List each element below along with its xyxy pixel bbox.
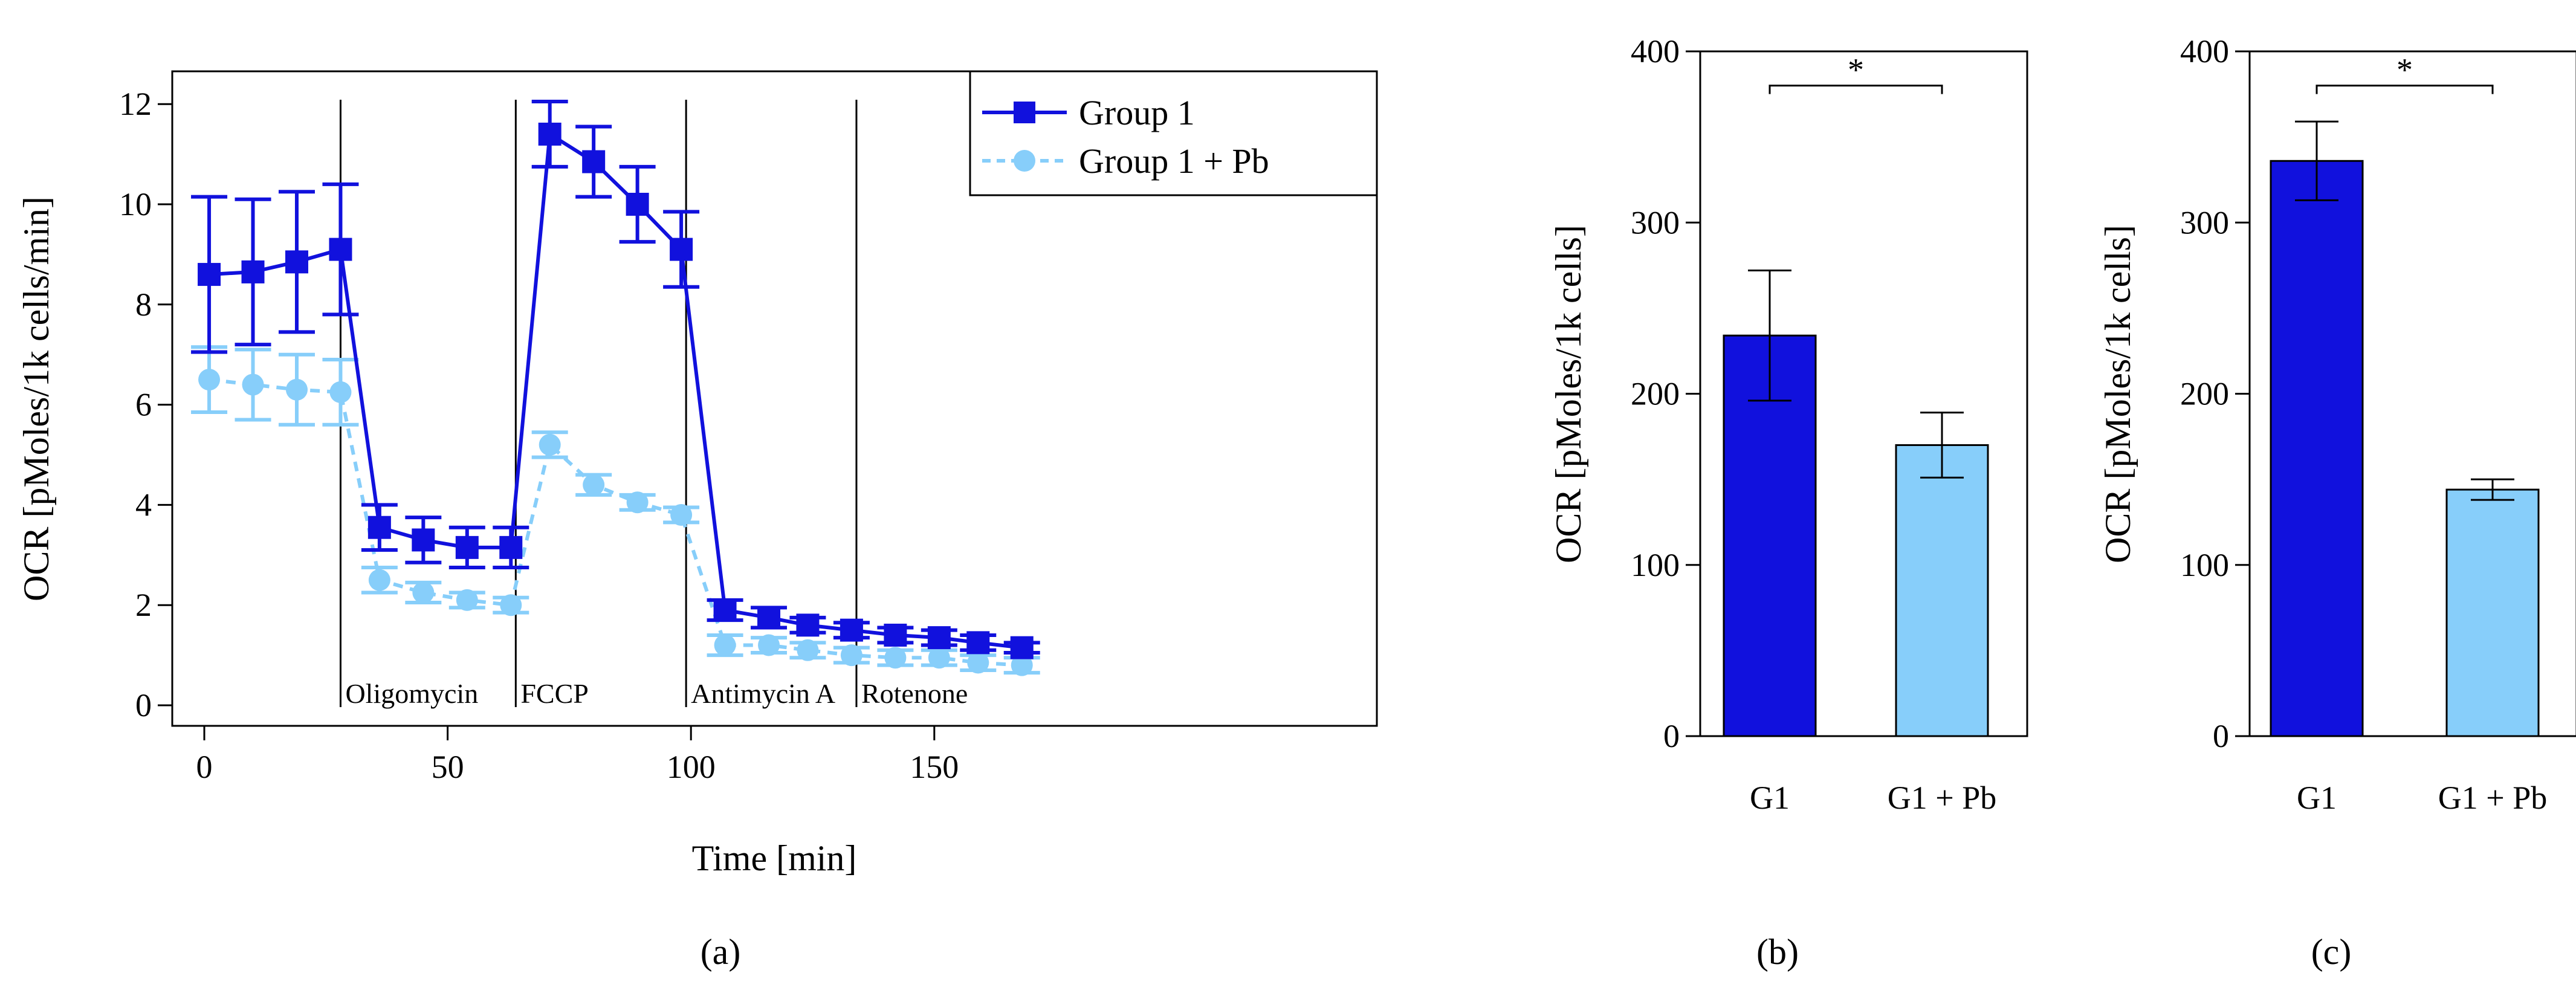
bar xyxy=(2445,488,2540,737)
data-point xyxy=(412,581,435,604)
x-axis-label-a: Time [min] xyxy=(692,838,857,878)
y-tick-label: 400 xyxy=(2180,33,2229,70)
data-point xyxy=(582,150,606,173)
data-point xyxy=(626,193,649,216)
data-point xyxy=(500,594,522,616)
y-tick-label-a: 10 xyxy=(119,186,152,222)
data-point xyxy=(758,634,780,656)
y-axis-label-a: OCR [pMoles/1k cells/min] xyxy=(16,196,56,601)
data-point xyxy=(626,491,649,514)
data-point xyxy=(884,623,907,647)
x-tick-label-a: 50 xyxy=(432,749,464,785)
data-point xyxy=(928,647,950,669)
y-tick-label-a: 0 xyxy=(135,687,152,723)
bar-chart-panel-b: 0 100 200 300 400 G1 G1 + Pb * OCR [pMoles/1k c… xyxy=(1549,33,2028,972)
bar xyxy=(1723,334,1817,737)
data-point xyxy=(670,503,693,526)
data-point xyxy=(1010,636,1034,659)
y-axis-label-c: OCR [pMoles/1k cells] xyxy=(2098,225,2138,563)
y-tick-label: 200 xyxy=(1631,376,1680,412)
data-point xyxy=(455,535,479,559)
data-point xyxy=(329,381,352,403)
data-point xyxy=(538,122,561,146)
significance-marker: * xyxy=(2396,52,2413,88)
x-tick-label-a: 0 xyxy=(196,749,213,785)
y-tick-label-a: 4 xyxy=(135,487,152,523)
x-tick-label: G1 + Pb xyxy=(1888,780,1996,816)
series-group1-pb xyxy=(191,345,1040,676)
x-tick-label: G1 + Pb xyxy=(2438,780,2547,816)
y-tick-label: 400 xyxy=(1631,33,1680,70)
legend-label-group1: Group 1 xyxy=(1079,93,1195,132)
data-point xyxy=(967,652,989,674)
significance-bracket xyxy=(1769,85,1943,94)
data-point xyxy=(1011,654,1033,676)
series-line xyxy=(209,378,1022,667)
data-point xyxy=(368,569,390,591)
data-point xyxy=(285,378,308,401)
data-point xyxy=(198,369,221,391)
y-tick-label: 100 xyxy=(2180,547,2229,583)
significance-marker: * xyxy=(1848,52,1864,88)
bar-chart-panel-c: 0 100 200 300 400 G1 G1 + Pb * OCR [pMoles/1k c… xyxy=(2098,33,2576,972)
x-tick-label-a: 100 xyxy=(667,749,716,785)
panel-label-b: (b) xyxy=(1756,932,1799,972)
bar xyxy=(2270,160,2364,737)
data-point xyxy=(198,263,221,286)
y-tick-label: 0 xyxy=(2213,718,2229,754)
y-axis-label-b: OCR [pMoles/1k cells] xyxy=(1549,225,1588,563)
y-tick-label-a: 6 xyxy=(135,387,152,423)
legend-marker-group1-pb xyxy=(1014,150,1035,172)
y-tick-label: 100 xyxy=(1631,547,1680,583)
legend-label-group1-pb: Group 1 + Pb xyxy=(1079,141,1269,181)
data-point xyxy=(367,516,391,539)
data-point xyxy=(796,613,820,637)
significance-bracket xyxy=(2315,85,2494,94)
x-tick-label: G1 xyxy=(1750,780,1790,816)
line-chart-panel-a: 0 2 4 6 8 10 12 0 50 100 150 Time [min] OCR [pMole… xyxy=(16,70,1378,972)
data-point xyxy=(714,634,736,656)
data-point xyxy=(329,238,352,261)
data-point xyxy=(456,589,478,611)
data-point xyxy=(241,260,265,283)
data-point xyxy=(583,474,605,496)
data-point xyxy=(927,626,951,650)
panel-label-c: (c) xyxy=(2311,932,2352,972)
data-point xyxy=(670,238,693,261)
data-point xyxy=(797,639,819,661)
event-label: Oligomycin xyxy=(345,678,478,709)
plot-frame-a xyxy=(171,70,1378,727)
data-point xyxy=(840,644,862,667)
y-tick-label-a: 2 xyxy=(135,587,152,623)
data-point xyxy=(499,535,523,559)
x-tick-label-a: 150 xyxy=(910,749,959,785)
y-tick-label: 0 xyxy=(1663,718,1680,754)
series-group1 xyxy=(191,100,1040,659)
data-point xyxy=(840,618,863,642)
y-tick-label: 200 xyxy=(2180,376,2229,412)
y-tick-label-a: 12 xyxy=(119,86,152,122)
data-point xyxy=(412,528,435,552)
y-tick-label: 300 xyxy=(1631,204,1680,241)
data-point xyxy=(539,433,561,456)
data-point xyxy=(713,598,737,622)
y-tick-label-a: 8 xyxy=(135,286,152,323)
event-label: Rotenone xyxy=(861,678,968,709)
legend: Group 1 Group 1 + Pb xyxy=(969,70,1378,196)
panel-label-a: (a) xyxy=(701,932,741,972)
legend-marker-group1 xyxy=(1014,102,1035,123)
event-label: FCCP xyxy=(520,678,589,709)
data-point xyxy=(242,373,264,396)
legend-box xyxy=(969,70,1378,196)
data-point xyxy=(757,606,781,629)
data-point xyxy=(884,647,907,669)
bar xyxy=(1895,444,1989,737)
y-tick-label: 300 xyxy=(2180,204,2229,241)
x-tick-label: G1 xyxy=(2297,780,2337,816)
event-label: Antimycin A xyxy=(691,678,835,709)
data-point xyxy=(966,631,990,655)
data-point xyxy=(285,250,308,274)
